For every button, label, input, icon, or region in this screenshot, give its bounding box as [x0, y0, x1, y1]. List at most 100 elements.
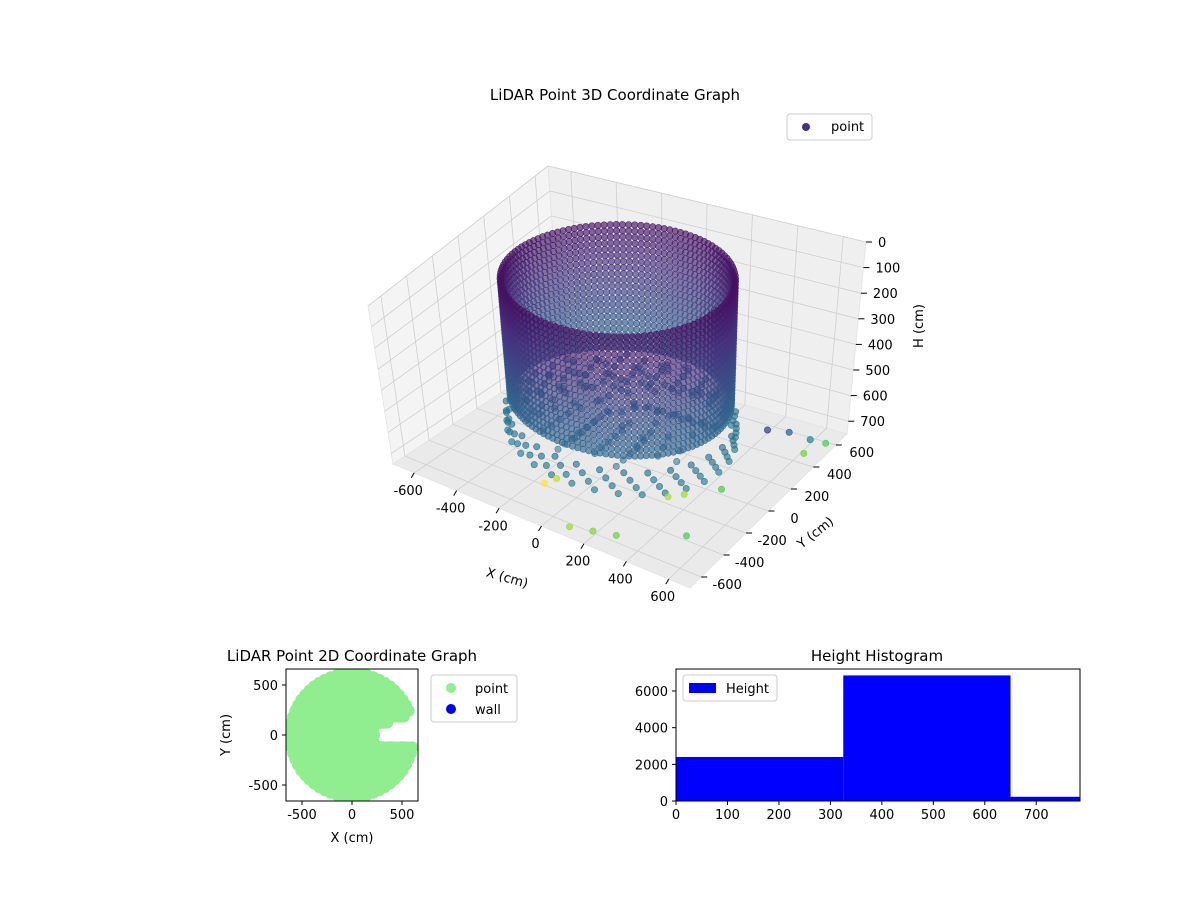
- wall-point: [589, 258, 597, 266]
- wall-point: [588, 389, 596, 397]
- wall-point: [587, 378, 595, 386]
- wall-point: [631, 233, 639, 241]
- wall-point: [517, 449, 525, 457]
- wall-point: [612, 410, 620, 418]
- wall-point: [635, 386, 643, 394]
- wall-point: [619, 446, 627, 454]
- wall-point: [619, 233, 627, 241]
- wall-point: [644, 469, 652, 477]
- wall-point: [621, 325, 629, 333]
- wall-point: [652, 348, 660, 356]
- wall-point: [642, 422, 650, 430]
- wall-point: [632, 307, 640, 315]
- wall-point: [574, 334, 582, 342]
- wall-point: [600, 409, 608, 417]
- wall-point: [586, 314, 594, 322]
- wall-point: [619, 257, 627, 265]
- wall-point: [603, 300, 611, 308]
- wall-point: [611, 356, 619, 364]
- wall-point: [644, 290, 652, 298]
- wall-point: [622, 339, 630, 347]
- wall-point: [647, 337, 655, 345]
- wall-point: [599, 367, 607, 375]
- wall-point: [631, 246, 639, 254]
- wall-point: [595, 414, 603, 422]
- wall-point: [620, 270, 628, 278]
- wall-point: [647, 373, 655, 381]
- outlier-point: [553, 474, 561, 482]
- wall-point: [592, 337, 600, 345]
- wall-point: [586, 336, 594, 344]
- wall-point: [614, 294, 622, 302]
- wall-point: [650, 309, 658, 317]
- wall-point: [601, 239, 609, 247]
- wall-point: [581, 353, 589, 361]
- grid-line: [452, 423, 747, 534]
- wall-point: [635, 350, 643, 358]
- wall-point: [642, 416, 650, 424]
- y-tick-label: 6000: [635, 685, 668, 700]
- wall-point: [590, 436, 598, 444]
- wall-point: [590, 283, 598, 291]
- wall-point: [562, 470, 570, 478]
- wall-point: [637, 228, 645, 236]
- wall-point: [600, 391, 608, 399]
- wall-point: [594, 234, 602, 242]
- wall-point: [617, 380, 625, 388]
- wall-point: [630, 422, 638, 430]
- wall-point: [572, 255, 580, 263]
- wall-point: [640, 332, 648, 340]
- wall-point: [575, 352, 583, 360]
- wall-point: [660, 268, 668, 276]
- wall-point: [635, 362, 643, 370]
- wall-point: [571, 237, 579, 245]
- wall-point: [585, 289, 593, 297]
- wall-point: [631, 252, 639, 260]
- wall-point: [655, 279, 663, 287]
- wall-point: [590, 486, 598, 494]
- wall-point: [619, 227, 627, 235]
- wall-point: [629, 345, 637, 353]
- wall-point: [600, 221, 608, 229]
- wall-point: [563, 435, 571, 443]
- wall-point: [572, 460, 580, 468]
- wall-point: [572, 267, 580, 275]
- wall-point: [598, 356, 606, 364]
- wall-point: [613, 245, 621, 253]
- wall-point: [631, 264, 639, 272]
- wall-point: [612, 422, 620, 430]
- wall-point: [626, 270, 634, 278]
- wall-point: [508, 420, 516, 428]
- legend-marker-wall: [446, 704, 456, 714]
- wall-point: [606, 415, 614, 423]
- wall-point: [623, 386, 631, 394]
- wall-point: [618, 398, 626, 406]
- wall-point: [631, 258, 639, 266]
- chart-2d-xlabel: X (cm): [331, 831, 374, 846]
- wall-point: [641, 398, 649, 406]
- wall-point: [705, 453, 713, 461]
- wall-point: [618, 404, 626, 412]
- wall-point: [649, 223, 657, 231]
- wall-point: [655, 298, 663, 306]
- outlier-point: [717, 485, 725, 493]
- outlier-point: [589, 527, 597, 535]
- wall-point: [582, 388, 590, 396]
- wall-point: [627, 313, 635, 321]
- wall-point: [647, 343, 655, 351]
- x-tick-label: 500: [921, 808, 946, 823]
- y-tick-label: -500: [248, 779, 278, 794]
- grid-line: [374, 215, 552, 349]
- wall-point: [653, 360, 661, 368]
- wall-point: [582, 235, 590, 243]
- wall-point: [626, 294, 634, 302]
- wall-point: [600, 397, 608, 405]
- y-tick-label: 4000: [635, 722, 668, 737]
- outlier-point: [806, 436, 814, 444]
- wall-point: [626, 288, 634, 296]
- legend-label-wall: wall: [475, 703, 501, 718]
- wall-point: [581, 371, 589, 379]
- wall-point: [609, 312, 617, 320]
- y-tick-label: 500: [253, 679, 278, 694]
- grid-line: [371, 190, 550, 328]
